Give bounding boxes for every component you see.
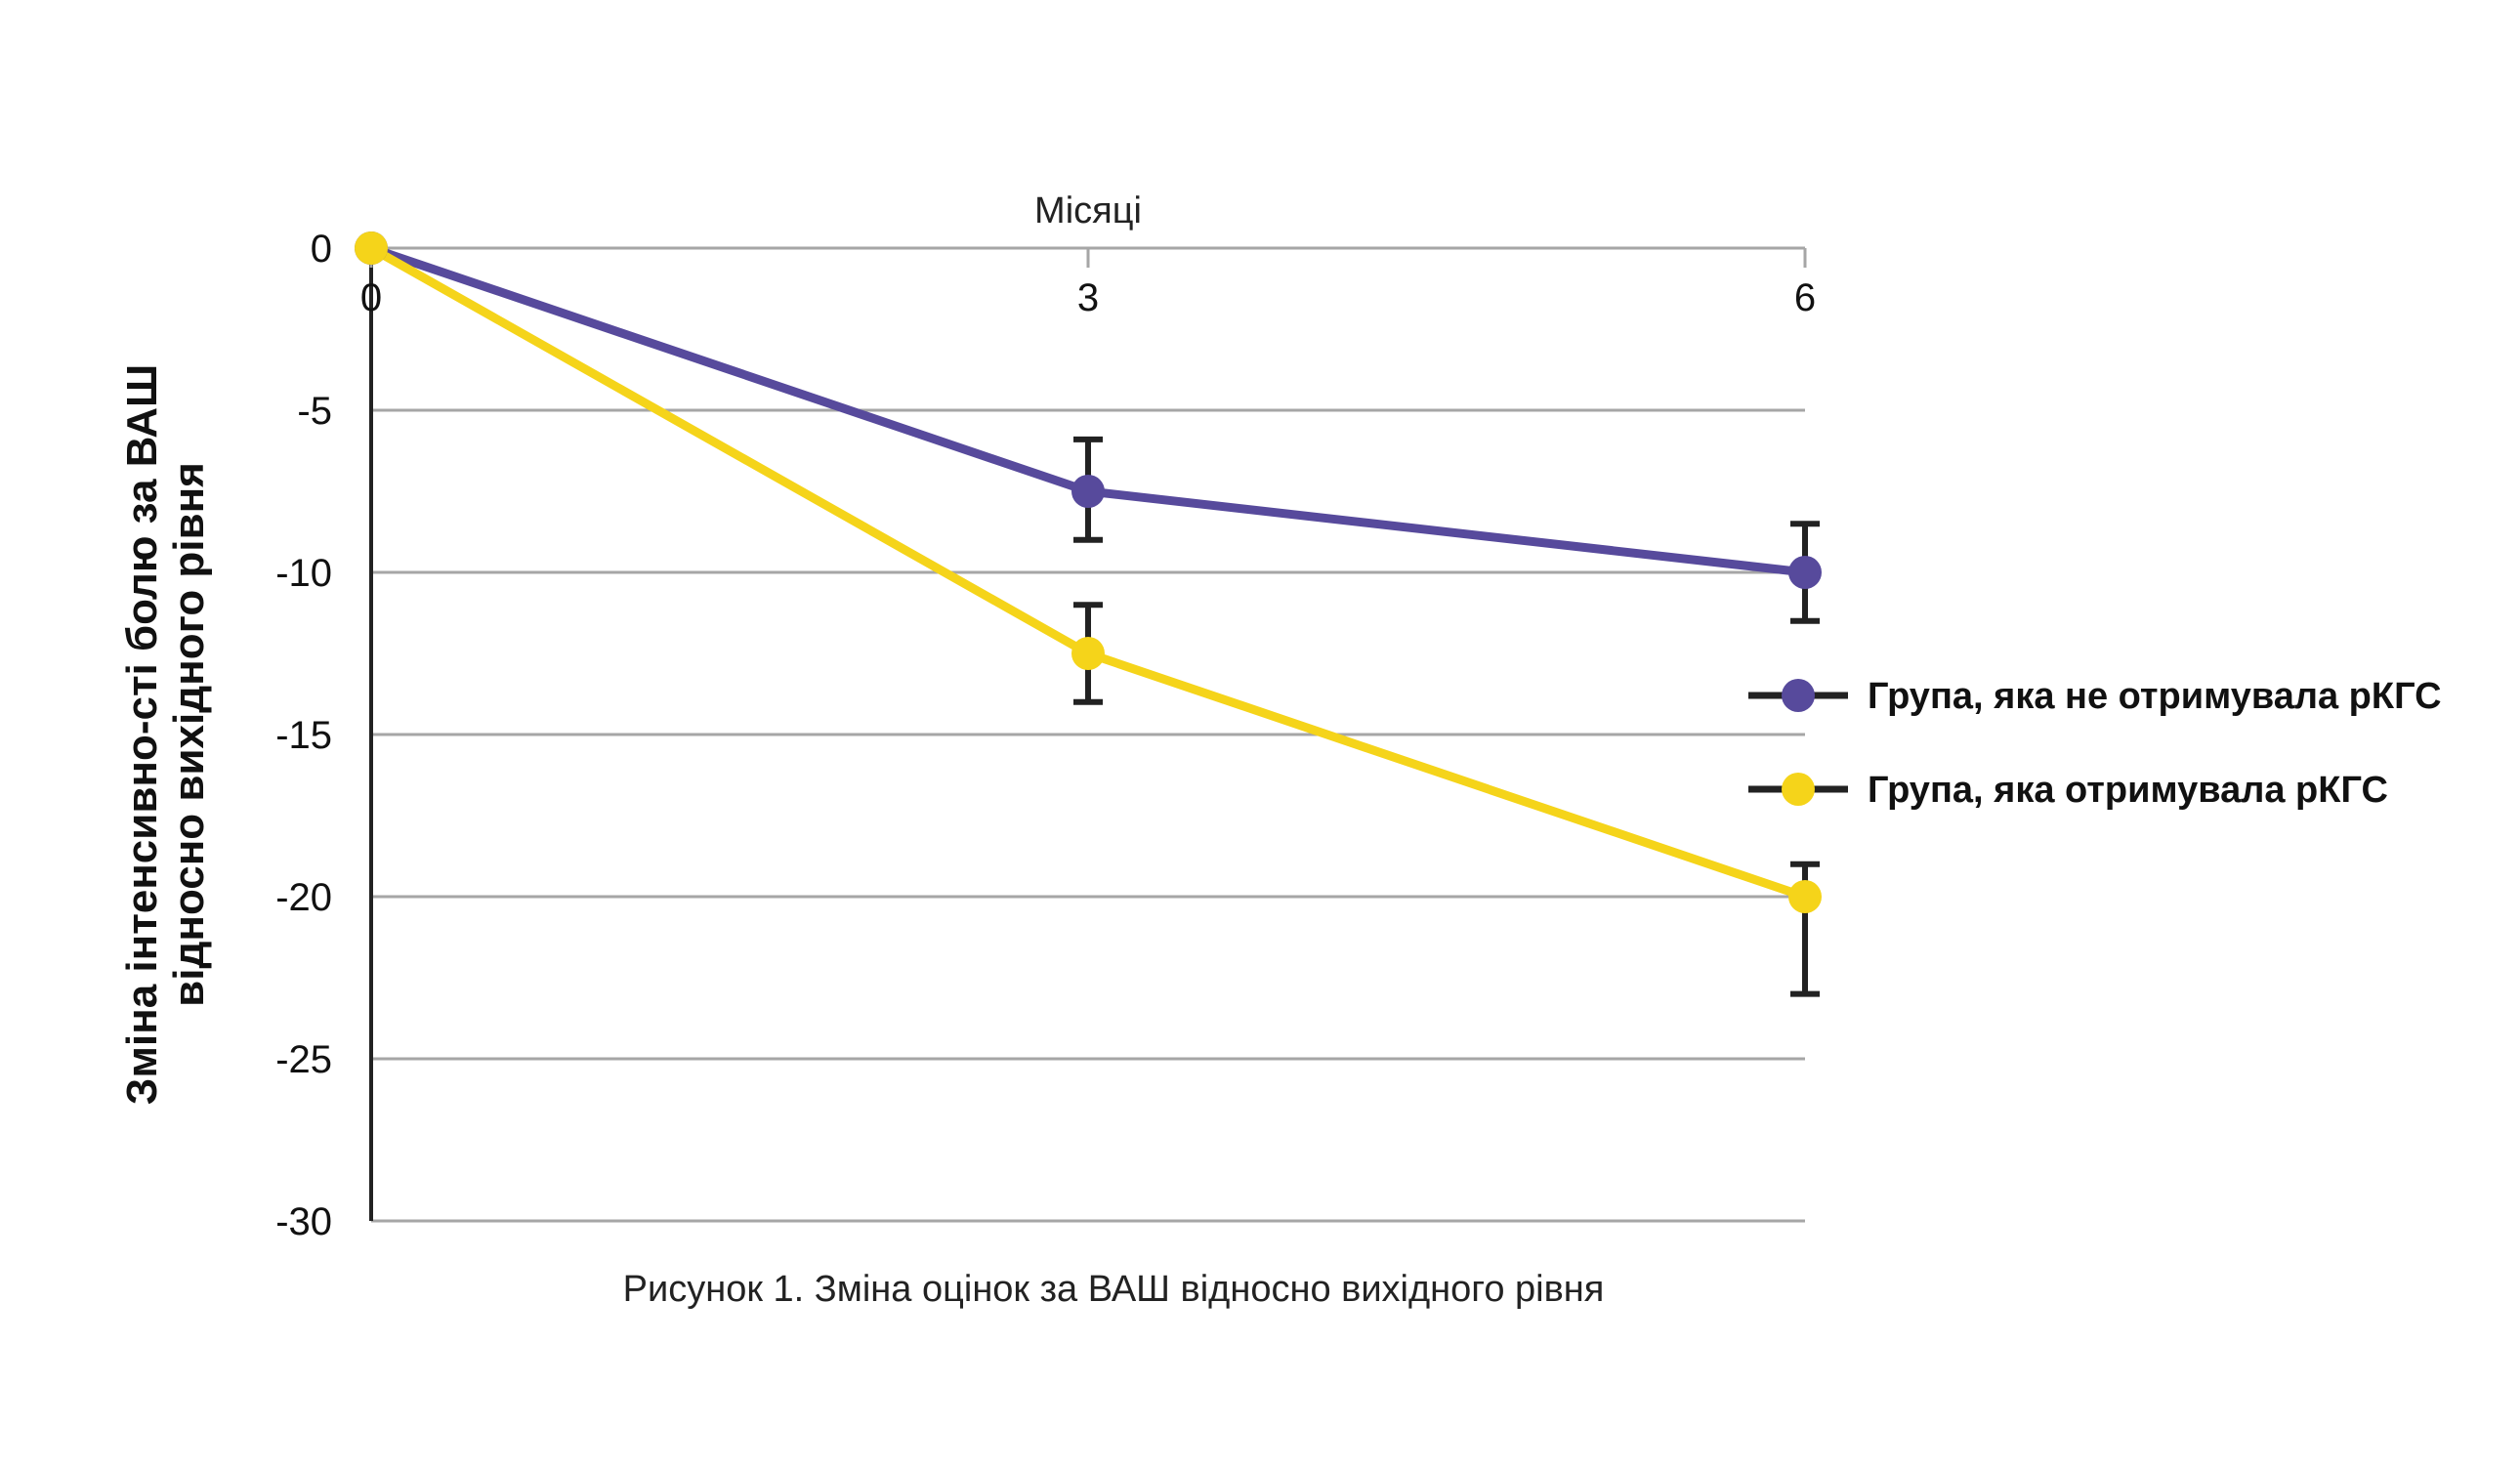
x-tick-label: 3 xyxy=(1077,276,1099,319)
y-tick-label: -5 xyxy=(297,390,332,433)
legend-label: Група, яка отримувала рКГС xyxy=(1868,770,2388,811)
data-point xyxy=(1788,556,1822,589)
y-tick-label: -30 xyxy=(275,1200,332,1243)
x-tick-label: 6 xyxy=(1794,276,1816,319)
x-axis-title: Місяці xyxy=(1034,190,1142,231)
legend-marker xyxy=(1782,773,1815,806)
y-tick-label: -15 xyxy=(275,714,332,757)
y-axis-title: Зміна інтенсивно-сті болю за ВАШвідносно… xyxy=(118,364,213,1105)
legend-label: Група, яка не отримувала рКГС xyxy=(1868,676,2442,717)
y-axis-title-line: відносно вихідного рівня xyxy=(165,462,213,1007)
y-tick-label: 0 xyxy=(311,228,332,271)
y-tick-label: -20 xyxy=(275,876,332,919)
chart-text: 0 -5 -10 -15 -20 -25 -30 0 3 6 Місяці Зміна інтенси… xyxy=(118,190,1816,1310)
x-tick-label: 0 xyxy=(360,276,382,319)
data-point xyxy=(1788,880,1822,913)
legend: Група, яка не отримувала рКГС Група, яка … xyxy=(1748,676,2442,811)
y-axis-title-line: Зміна інтенсивно-сті болю за ВАШ xyxy=(118,364,166,1105)
data-point xyxy=(355,231,388,265)
series-group xyxy=(355,231,1822,997)
y-tick-label: -25 xyxy=(275,1038,332,1081)
data-point xyxy=(1071,475,1105,508)
y-tick-label: -10 xyxy=(275,552,332,595)
grid-lines xyxy=(371,246,1805,1223)
data-point xyxy=(1071,637,1105,670)
figure-caption: Рисунок 1. Зміна оцінок за ВАШ відносно … xyxy=(623,1269,1605,1310)
legend-marker xyxy=(1782,679,1815,712)
